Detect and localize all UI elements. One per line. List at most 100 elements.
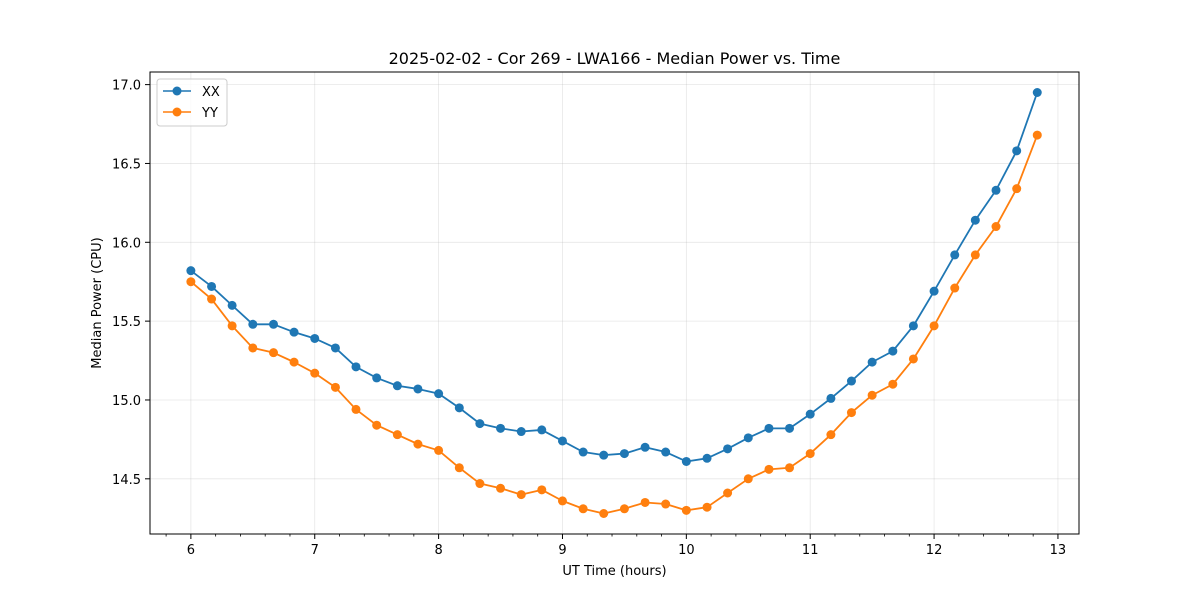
series-xx-point: [764, 423, 774, 433]
series-yy-point: [661, 499, 671, 509]
y-tick-label: 17.0: [112, 79, 141, 94]
series-xx-point: [186, 266, 196, 276]
series-xx-point: [867, 357, 877, 367]
series-xx-point: [1032, 88, 1042, 97]
series-yy-point: [248, 343, 258, 353]
y-tick-label: 16.0: [112, 236, 141, 251]
series-xx-point: [1012, 146, 1022, 156]
series-xx-point: [434, 389, 444, 399]
series-yy-point: [991, 222, 1001, 232]
series-xx-point: [599, 450, 609, 460]
y-tick-label: 14.5: [112, 473, 141, 488]
series-xx-line: [190, 92, 1039, 463]
series-xx-point: [578, 447, 588, 457]
series-yy: [186, 130, 1042, 518]
series-xx-point: [805, 409, 815, 419]
series-yy-point: [578, 504, 588, 514]
series-yy-point: [537, 485, 547, 495]
series-yy-point: [516, 490, 526, 500]
series-yy-point: [867, 390, 877, 400]
series-yy-point: [950, 283, 960, 293]
series-xx-point: [888, 346, 898, 356]
x-tick-label: 9: [558, 543, 566, 558]
series-yy-point: [186, 277, 196, 287]
x-tick-label: 7: [311, 543, 319, 558]
series-xx-point: [950, 250, 960, 260]
series-xx-point: [661, 447, 671, 457]
series-yy-point: [413, 439, 423, 449]
x-tick-label: 13: [1050, 543, 1067, 558]
series-yy-point: [207, 294, 217, 304]
series-xx-point: [248, 319, 258, 329]
legend-yy-marker: [172, 107, 182, 117]
series-xx-point: [207, 281, 217, 291]
grid-layer: [150, 72, 1079, 534]
series-xx-point: [929, 286, 939, 296]
series-yy-point: [785, 463, 795, 473]
x-tick-label: 10: [678, 543, 695, 558]
series-xx-point: [496, 423, 506, 433]
legend: XX YY: [156, 78, 228, 127]
series-yy-point: [619, 504, 629, 514]
chart-title: 2025-02-02 - Cor 269 - LWA166 - Median P…: [389, 49, 841, 68]
series-yy-point: [702, 502, 712, 512]
series-yy-point: [310, 368, 320, 378]
series-xx-point: [475, 419, 485, 429]
plot-area: [149, 71, 1080, 535]
series-xx-point: [908, 321, 918, 331]
series-yy-point: [764, 464, 774, 474]
series-xx-point: [846, 376, 856, 386]
series-xx-point: [330, 343, 340, 353]
series-xx-point: [557, 436, 567, 446]
series-yy-point: [475, 479, 485, 489]
series-yy-point: [1032, 130, 1042, 140]
legend-xx-label: XX: [202, 85, 220, 100]
series-yy-point: [269, 348, 278, 358]
y-axis-label: Median Power (CPU): [90, 237, 105, 368]
series-yy-point: [723, 488, 733, 498]
series-yy-point: [392, 430, 402, 440]
series-xx-point: [537, 425, 547, 435]
legend-yy-label: YY: [201, 106, 218, 121]
series-yy-point: [826, 430, 836, 440]
legend-xx-marker: [172, 86, 182, 96]
series-xx-point: [516, 427, 526, 437]
series-xx-point: [269, 319, 278, 329]
series-xx-point: [619, 449, 629, 459]
series-xx-point: [289, 327, 299, 337]
ticks-layer: 6 7 8 9 10 11 12 13 14.5 15.0 15.5 16.0 16.5 17.0: [112, 79, 1066, 558]
series-yy-point: [227, 321, 237, 331]
y-tick-label: 16.5: [112, 157, 141, 172]
series-yy-point: [351, 404, 361, 414]
series-xx-point: [723, 444, 733, 454]
series-yy-point: [599, 509, 609, 518]
x-tick-label: 8: [434, 543, 442, 558]
series-yy-point: [908, 354, 918, 364]
series-xx-point: [372, 373, 382, 383]
series-yy-point: [372, 420, 382, 430]
series-xx-point: [351, 362, 361, 372]
series-xx-point: [743, 433, 753, 443]
series-xx-point: [785, 423, 795, 433]
x-tick-label: 12: [926, 543, 943, 558]
series-yy-point: [496, 483, 506, 493]
series-xx-point: [970, 215, 980, 225]
series-yy-point: [454, 463, 464, 473]
series-yy-point: [289, 357, 299, 367]
series-xx-point: [826, 393, 836, 403]
series-yy-point: [434, 445, 444, 455]
series-xx-point: [413, 384, 423, 394]
series-yy-point: [743, 474, 753, 484]
series-yy-point: [640, 497, 650, 507]
y-tick-label: 15.0: [112, 394, 141, 409]
x-tick-label: 11: [802, 543, 819, 558]
series-yy-point: [681, 505, 691, 515]
series-xx-point: [392, 381, 402, 391]
series-layer: [186, 88, 1042, 518]
series-yy-point: [1012, 184, 1022, 194]
series-xx-point: [991, 185, 1001, 195]
series-yy-point: [929, 321, 939, 331]
series-yy-point: [330, 382, 340, 392]
series-yy-point: [846, 408, 856, 418]
